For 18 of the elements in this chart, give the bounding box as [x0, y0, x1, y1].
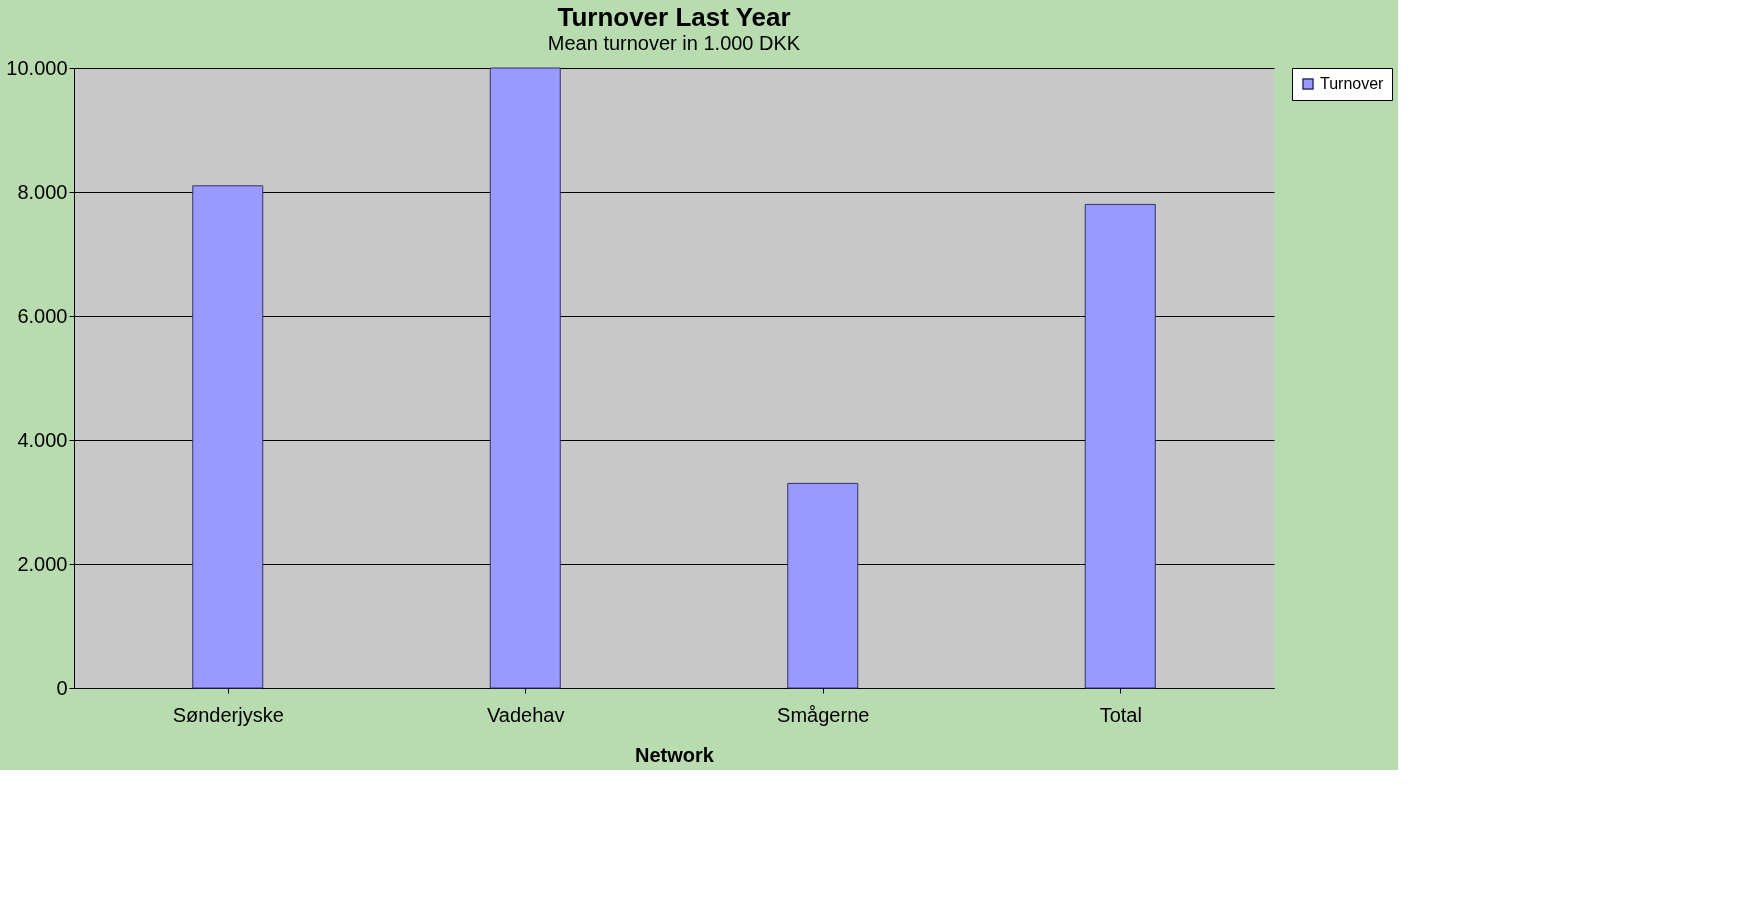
bar — [1084, 203, 1156, 689]
y-tick-label: 8.000 — [17, 180, 68, 203]
y-tick-label: 10.000 — [6, 56, 68, 79]
chart-subtitle: Mean turnover in 1.000 DKK — [547, 32, 801, 54]
y-tick-label: 2.000 — [17, 552, 68, 575]
chart-title: Turnover Last Year — [557, 2, 791, 32]
bar — [192, 185, 264, 689]
x-tick-label: Vadehav — [487, 703, 565, 726]
legend-label: Turnover — [1320, 75, 1385, 92]
x-tick-label: Sønderjyske — [172, 703, 284, 726]
x-axis-title: Network — [635, 743, 715, 766]
bar — [489, 67, 561, 689]
y-tick-label: 6.000 — [17, 304, 68, 327]
y-tick-label: 4.000 — [17, 428, 68, 451]
y-tick-label: 0 — [56, 676, 68, 699]
x-tick-label: Smågerne — [777, 703, 870, 726]
bar — [787, 482, 859, 689]
x-tick-label: Total — [1099, 703, 1142, 726]
